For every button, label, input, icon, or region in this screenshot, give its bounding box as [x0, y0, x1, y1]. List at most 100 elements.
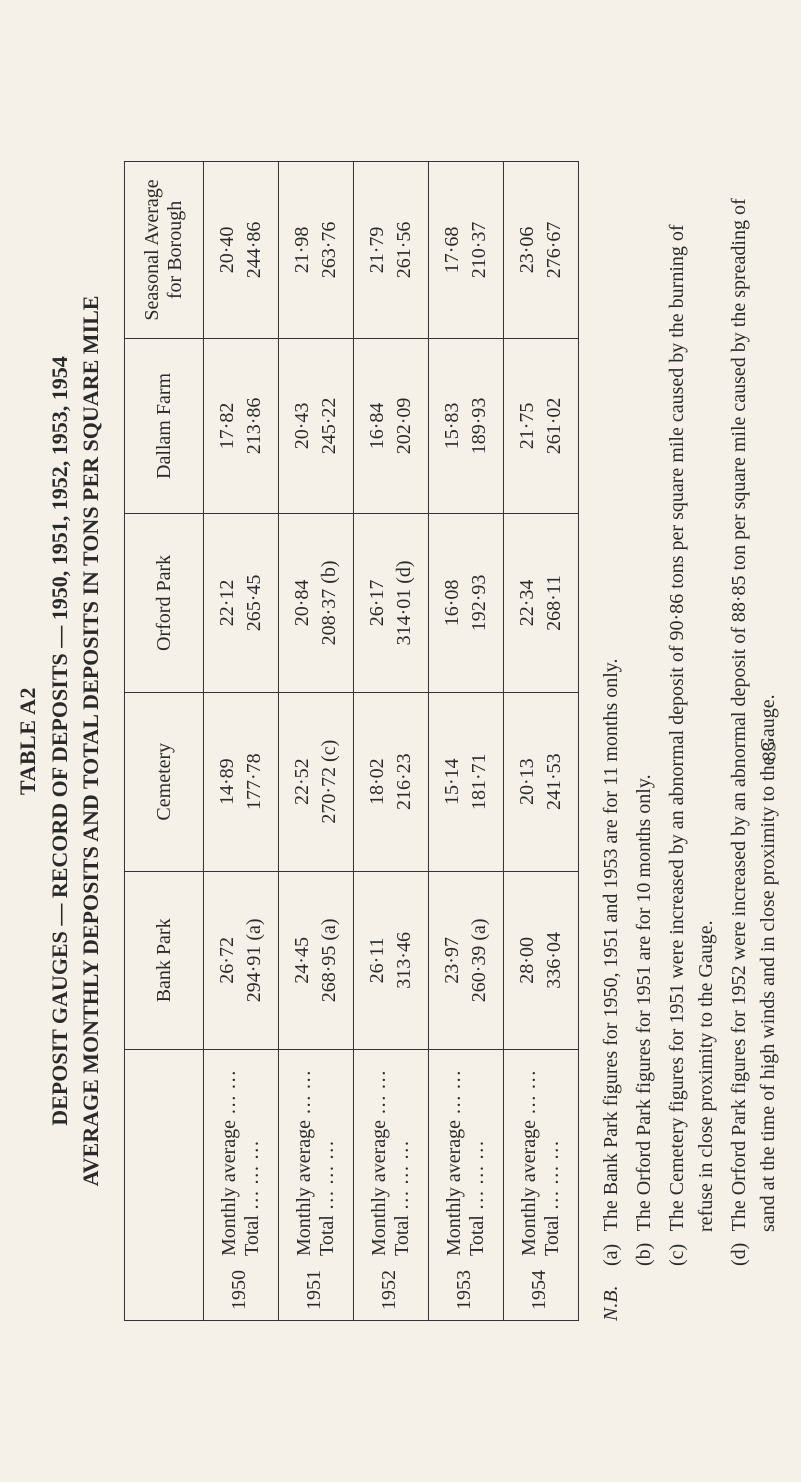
- row-sublabels: Monthly average … … Total … … …: [218, 1070, 264, 1256]
- val-tot: 245·22: [316, 349, 343, 503]
- cell-1950-dallam: 17·82 213·86: [204, 338, 279, 513]
- note-c: (c) The Cemetery figures for 1951 were i…: [663, 176, 721, 1266]
- val-avg: 17·68: [439, 172, 466, 328]
- note-text: The Orford Park figures for 1952 were in…: [728, 198, 779, 1232]
- year-cell-1952: 1952 Monthly average … … Total … … …: [354, 1050, 429, 1321]
- val-avg: 20·40: [214, 172, 241, 328]
- col-dallam-farm: Dallam Farm: [125, 338, 204, 513]
- deposits-table: Bank Park Cemetery Orford Park Dallam Fa…: [124, 161, 579, 1321]
- val-tot: 260·39 (a): [466, 882, 493, 1040]
- cell-1953-cemetery: 15·14 181·71: [429, 692, 504, 871]
- avg-label: Monthly average … …: [443, 1070, 466, 1256]
- val-avg: 14·89: [214, 703, 241, 861]
- note-d: (d) The Orford Park figures for 1952 wer…: [725, 176, 783, 1266]
- year-label: 1954: [528, 1260, 551, 1310]
- val-tot: 261·02: [541, 349, 568, 503]
- table-body: 1950 Monthly average … … Total … … … 26·…: [204, 162, 579, 1321]
- table-row: 1950 Monthly average … … Total … … … 26·…: [204, 162, 279, 1321]
- col-bank-park: Bank Park: [125, 871, 204, 1050]
- table-row: 1952 Monthly average … … Total … … … 26·…: [354, 162, 429, 1321]
- val-tot: 202·09: [391, 349, 418, 503]
- cell-1954-dallam: 21·75 261·02: [504, 338, 579, 513]
- row-sublabels: Monthly average … … Total … … …: [443, 1070, 489, 1256]
- year-cell-1951: 1951 Monthly average … … Total … … …: [279, 1050, 354, 1321]
- val-tot: 213·86: [241, 349, 268, 503]
- val-avg: 21·79: [364, 172, 391, 328]
- cell-1951-bank: 24·45 268·95 (a): [279, 871, 354, 1050]
- note-tag: (b): [630, 1236, 659, 1266]
- note-tag: (c): [663, 1236, 692, 1266]
- col-seasonal-average: Seasonal Average for Borough: [125, 162, 204, 339]
- year-label: 1952: [378, 1260, 401, 1310]
- table-subtitle: AVERAGE MONTHLY DEPOSITS AND TOTAL DEPOS…: [76, 91, 106, 1391]
- val-avg: 23·06: [514, 172, 541, 328]
- note-b: (b) The Orford Park figures for 1951 are…: [630, 176, 659, 1266]
- year-label: 1950: [228, 1260, 251, 1310]
- cell-1954-cemetery: 20·13 241·53: [504, 692, 579, 871]
- val-avg: 23·97: [439, 882, 466, 1040]
- avg-label: Monthly average … …: [218, 1070, 241, 1256]
- year-cell-1950: 1950 Monthly average … … Total … … …: [204, 1050, 279, 1321]
- table-head: Bank Park Cemetery Orford Park Dallam Fa…: [125, 162, 204, 1321]
- tot-label: Total … … …: [241, 1070, 264, 1256]
- table-title: DEPOSIT GAUGES — RECORD OF DEPOSITS — 19…: [45, 91, 75, 1391]
- val-tot: 294·91 (a): [241, 882, 268, 1040]
- val-tot: 336·04: [541, 882, 568, 1040]
- cell-1951-season: 21·98 263·76: [279, 162, 354, 339]
- title-block: TABLE A2 DEPOSIT GAUGES — RECORD OF DEPO…: [13, 91, 106, 1391]
- table-row: 1951 Monthly average … … Total … … … 24·…: [279, 162, 354, 1321]
- avg-label: Monthly average … …: [368, 1070, 391, 1256]
- val-avg: 26·11: [364, 882, 391, 1040]
- row-sublabels: Monthly average … … Total … … …: [518, 1070, 564, 1256]
- cell-1953-bank: 23·97 260·39 (a): [429, 871, 504, 1050]
- val-tot: 177·78: [241, 703, 268, 861]
- note-text: The Orford Park figures for 1951 are for…: [633, 774, 655, 1231]
- val-avg: 21·75: [514, 349, 541, 503]
- rotated-content: TABLE A2 DEPOSIT GAUGES — RECORD OF DEPO…: [13, 91, 787, 1391]
- val-tot: 189·93: [466, 349, 493, 503]
- val-tot: 268·11: [541, 524, 568, 682]
- page: TABLE A2 DEPOSIT GAUGES — RECORD OF DEPO…: [0, 0, 801, 1482]
- val-tot: 276·67: [541, 172, 568, 328]
- cell-1952-bank: 26·11 313·46: [354, 871, 429, 1050]
- note-a: (a) The Bank Park figures for 1950, 1951…: [597, 176, 626, 1266]
- avg-label: Monthly average … …: [293, 1070, 316, 1256]
- note-list: (a) The Bank Park figures for 1950, 1951…: [597, 176, 787, 1266]
- col-orford-park: Orford Park: [125, 514, 204, 693]
- val-avg: 22·12: [214, 524, 241, 682]
- note-tag: (d): [725, 1236, 754, 1266]
- val-avg: 22·34: [514, 524, 541, 682]
- nb-label: N.B.: [597, 1271, 626, 1321]
- val-avg: 18·02: [364, 703, 391, 861]
- table-row: 1954 Monthly average … … Total … … … 28·…: [504, 162, 579, 1321]
- cell-1951-orford: 20·84 208·37 (b): [279, 514, 354, 693]
- val-tot: 265·45: [241, 524, 268, 682]
- val-tot: 314·01 (d): [391, 524, 418, 682]
- cell-1952-season: 21·79 261·56: [354, 162, 429, 339]
- cell-1954-bank: 28·00 336·04: [504, 871, 579, 1050]
- val-tot: 192·93: [466, 524, 493, 682]
- val-avg: 15·14: [439, 703, 466, 861]
- val-tot: 261·56: [391, 172, 418, 328]
- tot-label: Total … … …: [316, 1070, 339, 1256]
- tot-label: Total … … …: [391, 1070, 414, 1256]
- val-avg: 15·83: [439, 349, 466, 503]
- cell-1950-bank: 26·72 294·91 (a): [204, 871, 279, 1050]
- cell-1952-cemetery: 18·02 216·23: [354, 692, 429, 871]
- col-cemetery: Cemetery: [125, 692, 204, 871]
- cell-1950-cemetery: 14·89 177·78: [204, 692, 279, 871]
- val-tot: 244·86: [241, 172, 268, 328]
- cell-1954-season: 23·06 276·67: [504, 162, 579, 339]
- val-avg: 28·00: [514, 882, 541, 1040]
- year-label: 1953: [453, 1260, 476, 1310]
- val-avg: 16·84: [364, 349, 391, 503]
- val-avg: 16·08: [439, 524, 466, 682]
- note-tag: (a): [597, 1236, 626, 1266]
- col-blank: [125, 1050, 204, 1321]
- val-avg: 26·17: [364, 524, 391, 682]
- year-cell-1954: 1954 Monthly average … … Total … … …: [504, 1050, 579, 1321]
- tot-label: Total … … …: [466, 1070, 489, 1256]
- cell-1954-orford: 22·34 268·11: [504, 514, 579, 693]
- val-tot: 313·46: [391, 882, 418, 1040]
- header-row: Bank Park Cemetery Orford Park Dallam Fa…: [125, 162, 204, 1321]
